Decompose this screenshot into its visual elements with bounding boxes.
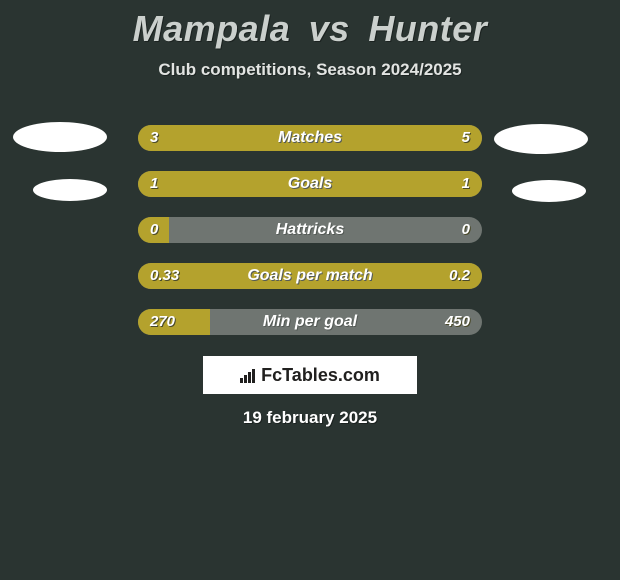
club-badge bbox=[13, 122, 107, 152]
stat-bar bbox=[138, 217, 482, 243]
stat-row: 35Matches bbox=[138, 125, 482, 151]
subtitle: Club competitions, Season 2024/2025 bbox=[0, 60, 620, 80]
stat-value-left: 0.33 bbox=[150, 263, 179, 289]
stat-value-right: 0 bbox=[462, 217, 470, 243]
stat-bar bbox=[138, 171, 482, 197]
stat-row: 00Hattricks bbox=[138, 217, 482, 243]
brand-text: FcTables.com bbox=[261, 365, 380, 385]
page-title: Mampala vs Hunter bbox=[0, 0, 620, 48]
stat-rows: 35Matches11Goals00Hattricks0.330.2Goals … bbox=[138, 125, 482, 355]
club-badge bbox=[512, 180, 586, 202]
stat-value-left: 0 bbox=[150, 217, 158, 243]
stat-value-left: 270 bbox=[150, 309, 175, 335]
stat-bar bbox=[138, 263, 482, 289]
stat-bar-fill-right bbox=[267, 125, 482, 151]
stat-row: 11Goals bbox=[138, 171, 482, 197]
stat-value-left: 3 bbox=[150, 125, 158, 151]
stat-value-right: 5 bbox=[462, 125, 470, 151]
player2-name: Hunter bbox=[368, 8, 487, 49]
stat-bar-fill-left bbox=[138, 171, 310, 197]
stat-row: 0.330.2Goals per match bbox=[138, 263, 482, 289]
club-badge bbox=[33, 179, 107, 201]
stat-bar bbox=[138, 125, 482, 151]
player1-name: Mampala bbox=[133, 8, 291, 49]
chart-icon bbox=[240, 369, 258, 383]
club-badge bbox=[494, 124, 588, 154]
stat-value-right: 1 bbox=[462, 171, 470, 197]
stat-value-left: 1 bbox=[150, 171, 158, 197]
brand-box: FcTables.com bbox=[203, 356, 417, 394]
stat-bar-fill-right bbox=[310, 171, 482, 197]
stat-value-right: 450 bbox=[445, 309, 470, 335]
stat-value-right: 0.2 bbox=[449, 263, 470, 289]
stat-row: 270450Min per goal bbox=[138, 309, 482, 335]
stat-bar bbox=[138, 309, 482, 335]
vs-text: vs bbox=[309, 8, 350, 49]
date-stamp: 19 february 2025 bbox=[0, 408, 620, 428]
